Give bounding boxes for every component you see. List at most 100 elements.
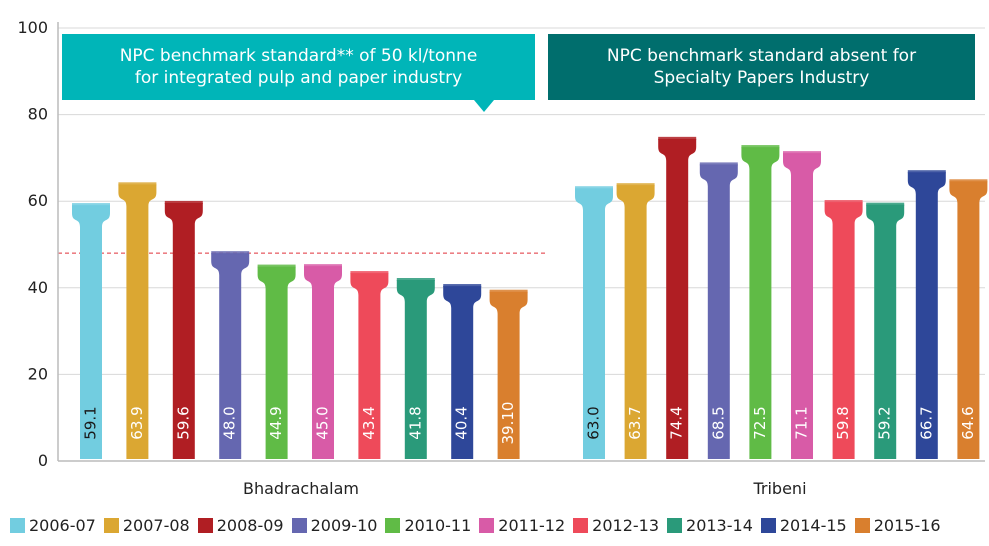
bar-rim — [699, 162, 738, 166]
legend-label: 2008-09 — [216, 515, 284, 535]
bar — [489, 291, 528, 459]
bar-rim — [824, 200, 863, 204]
bar — [616, 185, 655, 459]
bar-rim — [658, 136, 697, 140]
bar — [396, 280, 435, 459]
legend-item: 2013-14 — [667, 516, 753, 535]
legend-swatch — [103, 517, 119, 533]
bar — [783, 153, 821, 459]
bar-rim — [350, 271, 389, 275]
y-tick-label: 100 — [17, 18, 48, 37]
bar-value-label: 71.1 — [793, 406, 811, 439]
bar — [949, 181, 988, 460]
bar — [443, 286, 482, 459]
bar — [257, 266, 296, 459]
bar — [699, 164, 738, 459]
bar-rim — [211, 251, 250, 255]
legend-swatch — [197, 517, 213, 533]
bar — [304, 266, 342, 459]
x-group-label: Bhadrachalam — [243, 479, 359, 498]
bar-value-label: 39.10 — [499, 402, 517, 445]
benchmark-banner-line-1: NPC benchmark standard** of 50 kl/tonne — [119, 46, 478, 66]
x-group-label: Tribeni — [752, 479, 806, 498]
y-tick-label: 0 — [38, 451, 48, 470]
benchmark-banner: NPC benchmark standard** of 50 kl/tonne … — [62, 34, 535, 100]
bar-rim — [575, 186, 613, 190]
legend-label: 2010-11 — [404, 515, 472, 535]
bar-rim — [72, 203, 110, 207]
bar — [907, 172, 946, 459]
bar — [575, 188, 613, 459]
bar-value-label: 43.4 — [360, 406, 378, 439]
legend-label: 2006-07 — [29, 515, 96, 535]
bar-rim — [866, 202, 905, 206]
legend-swatch — [10, 517, 25, 533]
bar-rim — [949, 179, 988, 183]
legend: 2006-07 2007-08 2008-09 2009-10 2010-11 2011-… — [10, 512, 985, 538]
bar-value-label: 41.8 — [406, 406, 424, 439]
bar-value-label: 63.7 — [626, 406, 644, 439]
legend-item: 2007-08 — [103, 516, 190, 535]
gridlines — [58, 27, 985, 375]
bar-value-label: 44.9 — [267, 406, 285, 439]
benchmark-banner-line-2: for integrated pulp and paper industry — [134, 68, 463, 88]
bar-value-label: 48.0 — [221, 406, 239, 439]
bar — [211, 253, 250, 459]
bar — [118, 184, 157, 460]
legend-label: 2014-15 — [779, 515, 847, 535]
bar — [741, 147, 780, 459]
legend-swatch — [760, 517, 776, 533]
bar — [350, 273, 389, 459]
bar-rim — [741, 145, 780, 149]
bar-rim — [118, 182, 157, 186]
bar — [866, 204, 905, 459]
y-tick-label: 80 — [28, 105, 48, 124]
y-tick-label: 40 — [28, 278, 48, 297]
no-benchmark-banner: NPC benchmark standard absent for Specia… — [548, 34, 975, 100]
bars: 59.1 63.0 63.9 63.7 59.6 74.4 48.0 68.5 44.9 72.5… — [72, 136, 988, 460]
bar-value-label: 59.6 — [174, 406, 192, 439]
bar-rim — [304, 264, 342, 268]
bar-value-label: 64.6 — [959, 406, 977, 439]
bar-rim — [489, 289, 528, 293]
axes: 0 20 40 60 80 100 Bhadrachalam Tribeni — [17, 18, 985, 498]
legend-label: 2013-14 — [686, 515, 753, 535]
legend-swatch — [479, 517, 495, 533]
bar-value-label: 59.8 — [834, 406, 852, 439]
benchmark-banner-pointer — [474, 100, 494, 112]
bar-rim — [907, 170, 946, 174]
legend-item: 2015-16 — [854, 515, 941, 535]
bar-rim — [443, 284, 482, 288]
bar-rim — [257, 264, 296, 268]
legend-swatch — [854, 517, 870, 533]
bar-value-label: 74.4 — [668, 406, 686, 439]
bar-rim — [616, 183, 655, 187]
legend-swatch — [573, 517, 589, 533]
y-tick-label: 20 — [28, 364, 48, 383]
legend-item: 2011-12 — [479, 516, 565, 535]
bar-value-label: 45.0 — [314, 406, 332, 439]
bar-value-label: 59.2 — [876, 406, 894, 439]
legend-item: 2009-10 — [291, 515, 378, 535]
bar-value-label: 68.5 — [709, 406, 727, 439]
bar-value-label: 59.1 — [82, 406, 100, 439]
bar — [72, 205, 110, 459]
legend-label: 2015-16 — [873, 515, 941, 535]
legend-item: 2008-09 — [197, 515, 284, 535]
bar-rim — [396, 278, 435, 282]
legend-label: 2011-12 — [498, 515, 566, 535]
legend-label: 2012-13 — [592, 515, 660, 535]
legend-item: 2012-13 — [573, 516, 659, 535]
bar-value-label: 40.4 — [453, 406, 471, 439]
legend-swatch — [291, 517, 307, 533]
bar-value-label: 63.0 — [585, 406, 603, 439]
bar-value-label: 72.5 — [751, 406, 769, 439]
bar-rim — [783, 151, 821, 155]
bar-value-label: 66.7 — [917, 406, 935, 439]
y-tick-label: 60 — [28, 191, 48, 210]
legend-item: 2010-11 — [385, 516, 471, 535]
legend-label: 2009-10 — [310, 515, 378, 535]
no-benchmark-banner-line-2: Specialty Papers Industry — [653, 68, 870, 88]
legend-swatch — [667, 517, 683, 533]
